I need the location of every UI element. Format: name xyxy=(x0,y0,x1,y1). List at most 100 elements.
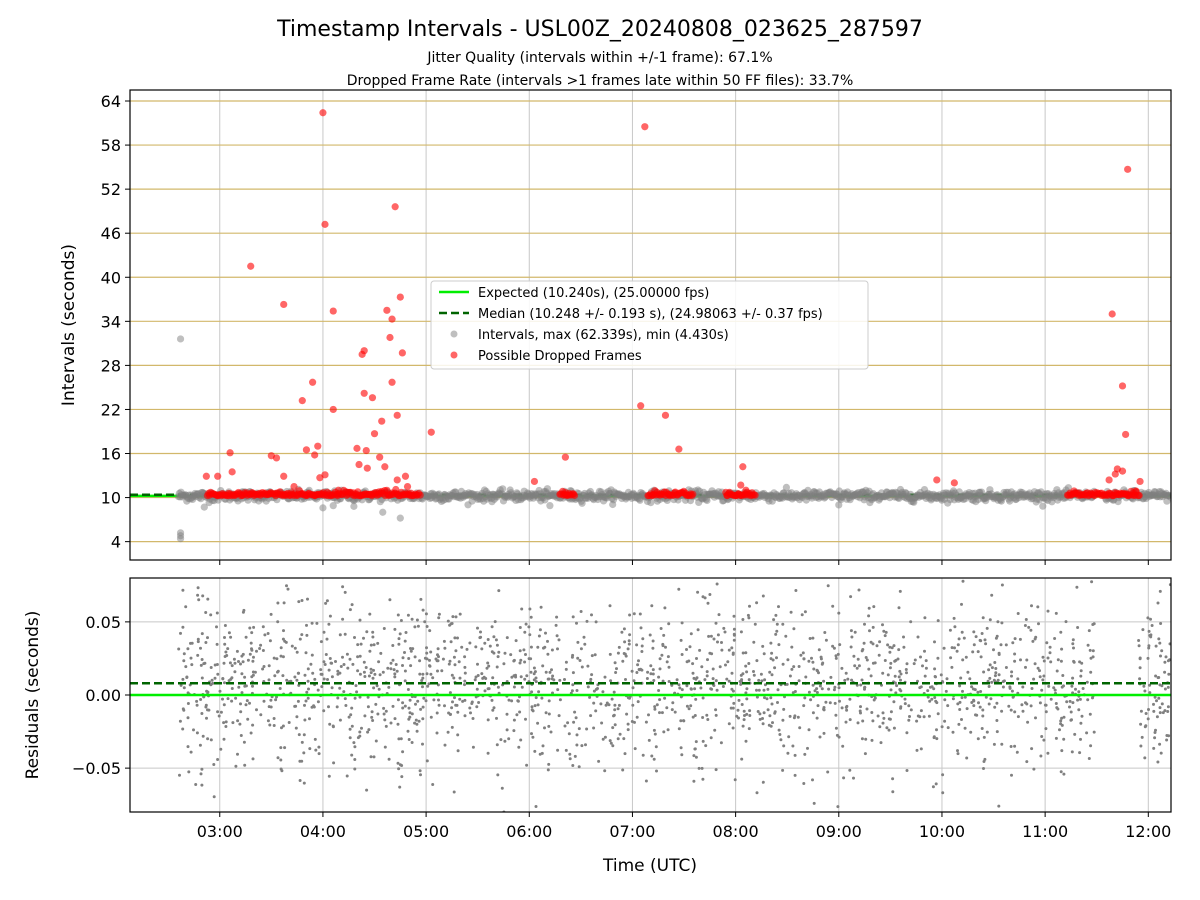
interval-point xyxy=(329,502,337,510)
residual-point xyxy=(530,732,533,736)
chart-subtitle-line-1: Jitter Quality (intervals within +/-1 fr… xyxy=(426,50,772,66)
residual-point xyxy=(185,676,189,679)
residual-point xyxy=(715,688,719,692)
residual-point xyxy=(740,703,744,706)
residual-point xyxy=(1033,637,1037,641)
interval-point xyxy=(379,508,387,516)
residual-point xyxy=(463,714,467,718)
residual-point xyxy=(353,767,357,771)
residual-point xyxy=(243,684,247,688)
residual-point xyxy=(290,644,294,648)
residual-point xyxy=(707,634,711,638)
residual-point xyxy=(314,748,318,752)
dropped-frame-point xyxy=(1122,430,1130,439)
residual-point xyxy=(353,745,357,749)
residual-point xyxy=(876,714,880,718)
residual-point xyxy=(248,626,252,630)
residual-point xyxy=(889,688,893,692)
residual-point xyxy=(946,704,950,708)
dropped-frame-point xyxy=(1118,467,1127,475)
residual-point xyxy=(421,608,425,612)
residual-point xyxy=(858,709,862,713)
residual-point xyxy=(406,613,410,617)
residual-point xyxy=(463,698,467,702)
residual-point xyxy=(827,687,831,691)
residual-point xyxy=(585,619,589,623)
residual-point xyxy=(1036,666,1040,670)
residual-point xyxy=(1060,647,1064,651)
chart-title: Timestamp Intervals - USL00Z_20240808_02… xyxy=(276,17,923,42)
residual-point xyxy=(1059,630,1063,634)
residual-point xyxy=(199,646,202,650)
residual-point xyxy=(338,718,342,722)
residual-point xyxy=(379,651,383,655)
residual-point xyxy=(589,714,593,718)
residual-point xyxy=(601,690,605,694)
residual-point xyxy=(410,741,414,744)
residual-point xyxy=(1153,736,1157,740)
residual-point xyxy=(366,730,370,734)
dropped-frame-point xyxy=(661,411,670,419)
residual-point xyxy=(189,750,193,754)
residual-point xyxy=(358,672,362,676)
residual-point xyxy=(219,710,223,714)
residual-point xyxy=(766,708,770,712)
residual-point xyxy=(282,601,286,605)
residual-point xyxy=(1073,732,1077,736)
residual-point xyxy=(715,582,719,586)
residual-point xyxy=(842,776,846,780)
residual-point xyxy=(1011,641,1015,645)
residual-point xyxy=(456,636,459,640)
residual-point xyxy=(201,734,205,738)
residual-point xyxy=(745,687,749,691)
residual-point xyxy=(425,672,429,676)
residual-point xyxy=(298,759,302,763)
residual-point xyxy=(279,758,283,762)
residual-point xyxy=(1031,639,1035,643)
residual-point xyxy=(1055,706,1059,710)
residual-point xyxy=(276,601,280,605)
residual-point xyxy=(344,704,348,707)
residual-point xyxy=(1164,655,1168,659)
residual-point xyxy=(666,728,670,732)
residual-point xyxy=(369,643,373,647)
residual-point xyxy=(505,636,509,640)
residual-point xyxy=(748,714,752,717)
residual-point xyxy=(694,740,698,744)
residual-point xyxy=(240,691,244,695)
residual-point xyxy=(547,699,551,703)
residual-point xyxy=(628,633,632,637)
residual-point xyxy=(831,604,835,608)
residual-point xyxy=(389,721,393,725)
residual-point xyxy=(369,671,373,675)
residual-point xyxy=(1025,702,1029,706)
residual-point xyxy=(469,711,472,715)
residual-point xyxy=(881,671,885,675)
residual-point xyxy=(204,641,208,644)
residual-point xyxy=(409,649,413,653)
residual-point xyxy=(227,631,231,635)
residual-point xyxy=(948,628,952,632)
residual-point xyxy=(246,717,250,721)
residual-point xyxy=(977,701,980,705)
residual-point xyxy=(663,696,667,700)
residual-point xyxy=(530,690,534,694)
residual-point xyxy=(311,671,315,675)
residual-point xyxy=(1034,716,1037,720)
residual-point xyxy=(746,613,750,617)
residual-point xyxy=(339,665,343,668)
residual-point xyxy=(393,675,397,679)
residual-point xyxy=(932,736,936,740)
residual-point xyxy=(421,717,425,721)
residual-point xyxy=(774,613,778,617)
residual-point xyxy=(1027,625,1031,629)
residual-point xyxy=(463,671,467,675)
residual-point xyxy=(209,738,213,742)
residual-point xyxy=(348,657,352,661)
residual-point xyxy=(589,677,593,681)
residual-point xyxy=(999,643,1003,647)
residual-point xyxy=(298,637,302,641)
residual-point xyxy=(623,640,627,644)
residual-point xyxy=(732,633,736,637)
residual-point xyxy=(983,638,987,642)
